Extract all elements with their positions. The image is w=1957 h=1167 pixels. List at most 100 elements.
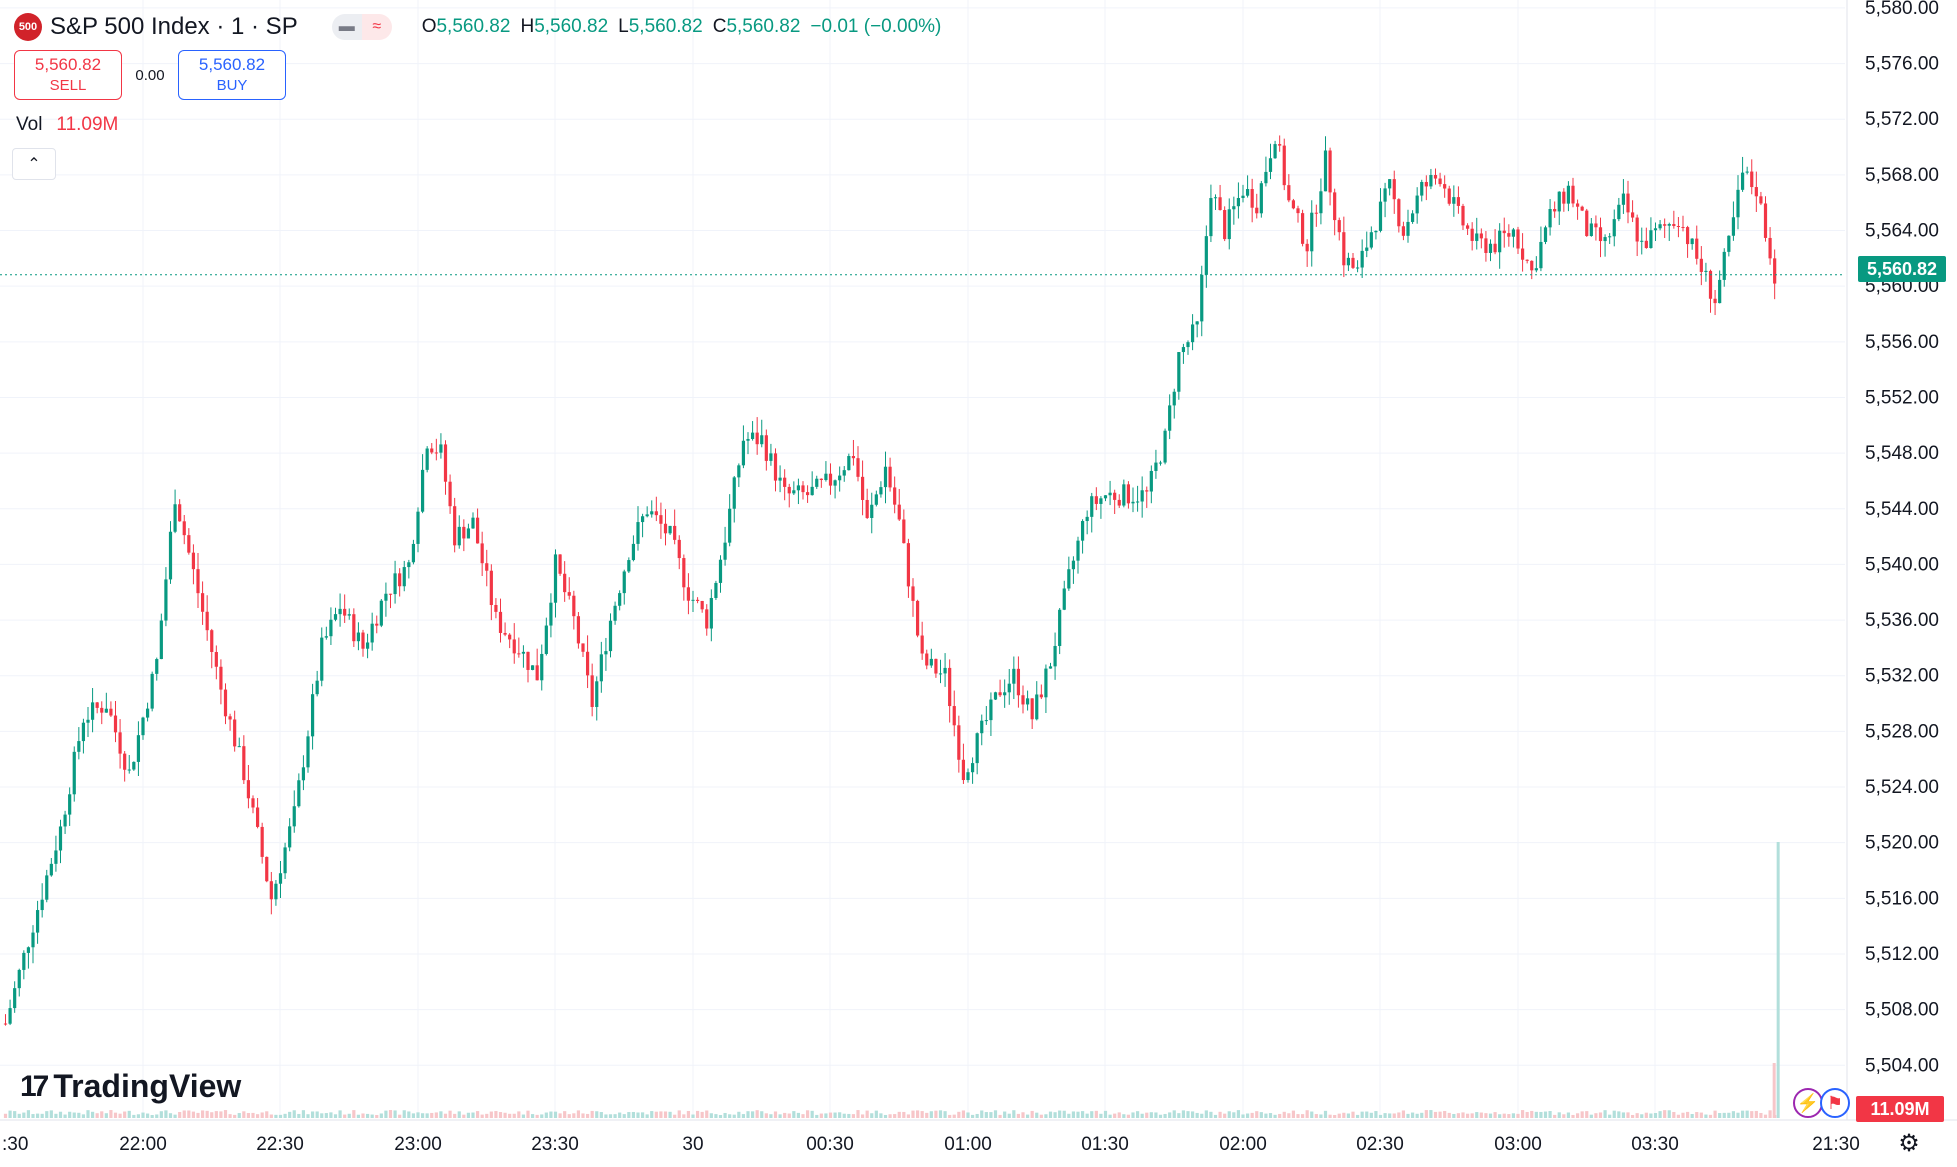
time-tick-label: 30 (682, 1134, 703, 1155)
candle-body (860, 476, 865, 500)
candle-body (961, 759, 966, 781)
us-flag-icon[interactable]: ⚑ (1820, 1088, 1850, 1118)
volume-bar (159, 1111, 163, 1118)
volume-value: 11.09M (56, 114, 119, 135)
volume-bar (251, 1112, 255, 1118)
candle-body (1740, 172, 1745, 190)
price-tick-label: 5,544.00 (1865, 499, 1939, 520)
volume-bar (1543, 1111, 1548, 1118)
volume-bar (1342, 1112, 1346, 1118)
candle-body (1291, 200, 1296, 209)
candle-body (567, 592, 571, 596)
candle-body (1108, 492, 1112, 496)
candle-body (68, 794, 72, 815)
candle-body (1759, 196, 1763, 204)
candle-body (1676, 226, 1681, 228)
sell-button[interactable]: 5,560.82 SELL (14, 50, 122, 100)
volume-bar (22, 1112, 26, 1118)
volume-bar (1548, 1111, 1552, 1118)
settings-gear-icon[interactable]: ⚙ (1898, 1129, 1920, 1157)
volume-bar (636, 1112, 640, 1118)
dash-icon[interactable]: ▬ (331, 14, 362, 40)
volume-bar (1264, 1113, 1268, 1118)
candle-body (824, 473, 828, 481)
candle-body (1663, 224, 1667, 226)
candle-body (1378, 201, 1383, 231)
volume-bar (906, 1114, 911, 1118)
volume-bar (1333, 1114, 1337, 1118)
volume-bar (879, 1113, 883, 1118)
candle-body (1594, 223, 1598, 228)
candle-body (297, 780, 301, 807)
volume-bar (237, 1113, 241, 1118)
volume-legend[interactable]: Vol 11.09M (16, 114, 118, 136)
volume-bar (1557, 1112, 1561, 1118)
volume-bar (842, 1113, 846, 1118)
wave-icon[interactable]: ≈ (361, 14, 392, 40)
candle-body (838, 475, 842, 481)
volume-bar (544, 1112, 548, 1118)
candle-body (320, 637, 324, 681)
candle-body (1204, 236, 1208, 275)
candle-body (1653, 228, 1658, 231)
candle-body (1681, 226, 1685, 228)
volume-bar (1401, 1110, 1406, 1118)
volume-bar (1365, 1111, 1369, 1118)
volume-bar (168, 1113, 173, 1118)
volume-bar (1062, 1110, 1066, 1118)
volume-bar (150, 1114, 154, 1118)
candle-body (517, 653, 521, 655)
volume-bar (870, 1113, 874, 1118)
volume-bar (989, 1112, 993, 1118)
price-tick-label: 5,512.00 (1865, 944, 1939, 965)
price-tick-label: 5,532.00 (1865, 666, 1939, 687)
candle-body (810, 486, 814, 496)
volume-bar (1044, 1114, 1048, 1118)
candle-body (1314, 212, 1318, 214)
candle-body (1589, 223, 1593, 236)
volume-bar (805, 1110, 810, 1118)
candle-body (361, 632, 365, 649)
buy-button[interactable]: 5,560.82 BUY (178, 50, 286, 100)
volume-bar (622, 1114, 626, 1118)
symbol-title[interactable]: S&P 500 Index · 1 · SP (50, 13, 298, 40)
candle-body (1397, 199, 1401, 227)
volume-bar (425, 1113, 429, 1118)
volume-bar (1291, 1110, 1296, 1118)
volume-bar (760, 1111, 764, 1118)
candle-body (485, 563, 489, 571)
candle-body (1530, 260, 1534, 271)
volume-bar (310, 1111, 315, 1118)
time-tick-label: 03:00 (1494, 1134, 1542, 1155)
volume-bar (72, 1112, 76, 1118)
volume-bar (563, 1111, 567, 1118)
candle-body (1337, 220, 1341, 233)
volume-bar (1708, 1114, 1713, 1118)
volume-bar (883, 1114, 888, 1118)
lightning-icon[interactable]: ⚡ (1793, 1088, 1823, 1118)
candle-body (347, 614, 351, 616)
candle-body (888, 466, 892, 488)
candle-body (705, 609, 709, 629)
volume-bar (1759, 1112, 1763, 1118)
candle-body (778, 477, 782, 481)
volume-bar (136, 1114, 141, 1118)
trade-panel: 5,560.82 SELL 0.00 5,560.82 BUY (14, 50, 286, 100)
volume-bar (705, 1110, 709, 1118)
volume-bar (8, 1110, 12, 1118)
volume-bar (1039, 1114, 1043, 1118)
candle-body (851, 456, 856, 459)
volume-bar (1135, 1111, 1140, 1118)
candle-body (434, 452, 438, 454)
volume-bar (205, 1110, 209, 1118)
candle-body (599, 654, 603, 682)
volume-bar (1090, 1111, 1094, 1118)
volume-bar (361, 1113, 365, 1118)
volume-bar (379, 1113, 383, 1118)
candle-body (219, 666, 223, 690)
candle-body (228, 716, 232, 720)
candle-body (535, 665, 539, 681)
chevron-up-icon: ⌃ (27, 156, 41, 173)
collapse-legend-button[interactable]: ⌃ (12, 148, 56, 180)
